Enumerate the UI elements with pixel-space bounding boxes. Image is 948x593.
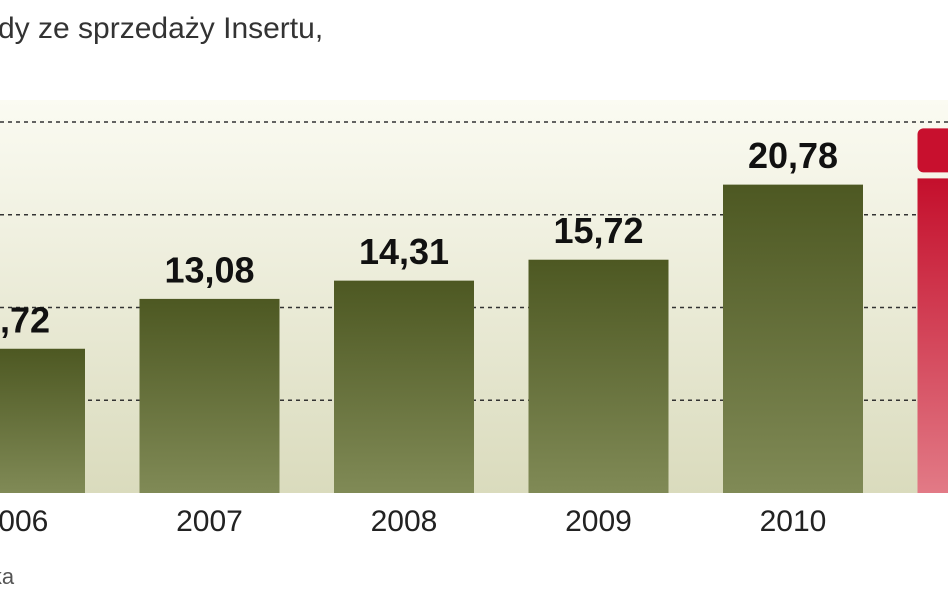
bar <box>723 184 863 493</box>
x-tick-label: 2007 <box>176 505 243 538</box>
x-tick-label: 2009 <box>565 505 632 538</box>
x-tick-label: 2008 <box>371 505 438 538</box>
x-tick-label: 2010 <box>760 505 827 538</box>
bar <box>139 298 280 493</box>
value-label: 13,08 <box>164 249 254 290</box>
bar <box>0 348 85 493</box>
source: łka <box>0 564 15 589</box>
bar <box>334 280 474 493</box>
bar <box>528 259 669 493</box>
chart-title: dy ze sprzedaży Insertu, <box>0 12 323 45</box>
value-label: 9,72 <box>0 299 50 340</box>
value-label-box <box>917 128 948 173</box>
value-label: 20,78 <box>748 135 838 176</box>
x-tick-label: 2006 <box>0 505 48 538</box>
value-label: 15,72 <box>553 210 643 251</box>
value-label: 14,31 <box>359 231 449 272</box>
bar <box>917 178 948 493</box>
